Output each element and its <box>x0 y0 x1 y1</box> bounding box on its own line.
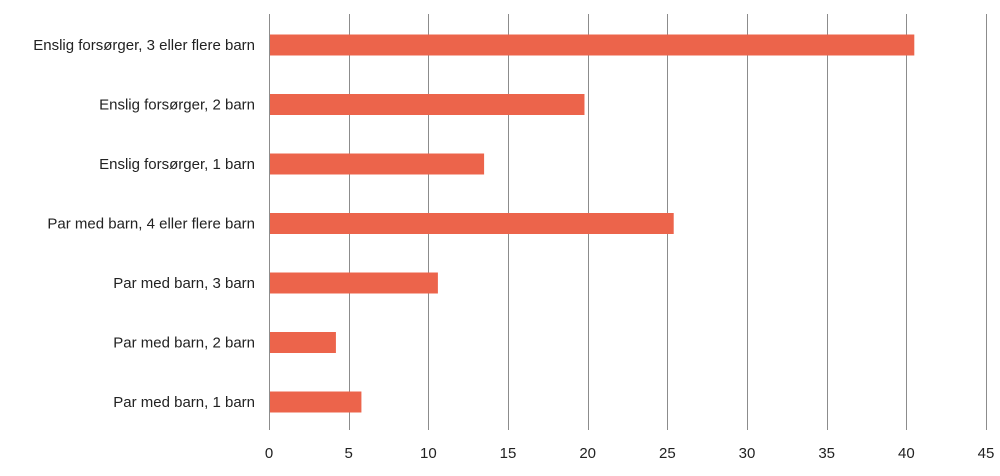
bar-2 <box>270 153 485 175</box>
category-label-0: Enslig forsørger, 3 eller flere barn <box>33 37 255 54</box>
category-labels: Enslig forsørger, 3 eller flere barn Ensl… <box>33 37 255 411</box>
bars <box>270 34 915 413</box>
x-tick-label-15: 15 <box>500 445 517 462</box>
x-tick-label-35: 35 <box>818 445 835 462</box>
x-tick-label-20: 20 <box>579 445 596 462</box>
category-label-3: Par med barn, 4 eller flere barn <box>47 216 255 233</box>
x-tick-label-45: 45 <box>978 445 995 462</box>
x-tick-label-5: 5 <box>344 445 352 462</box>
category-label-1: Enslig forsørger, 2 barn <box>99 97 255 114</box>
x-tick-label-30: 30 <box>739 445 756 462</box>
x-tick-label-40: 40 <box>898 445 915 462</box>
bar-5 <box>270 332 336 353</box>
x-tick-label-10: 10 <box>420 445 437 462</box>
tick-labels: 0 5 10 15 20 25 30 35 40 45 <box>265 445 995 462</box>
bar-3 <box>270 213 674 234</box>
x-tick-label-25: 25 <box>659 445 676 462</box>
category-label-2: Enslig forsørger, 1 barn <box>99 156 255 173</box>
bar-4 <box>270 272 438 294</box>
category-label-5: Par med barn, 2 barn <box>113 335 255 352</box>
category-label-6: Par med barn, 1 barn <box>113 394 255 411</box>
bar-1 <box>270 94 585 115</box>
bar-0 <box>270 34 915 56</box>
category-label-4: Par med barn, 3 barn <box>113 275 255 292</box>
bar-6 <box>270 391 362 413</box>
x-tick-label-0: 0 <box>265 445 273 462</box>
